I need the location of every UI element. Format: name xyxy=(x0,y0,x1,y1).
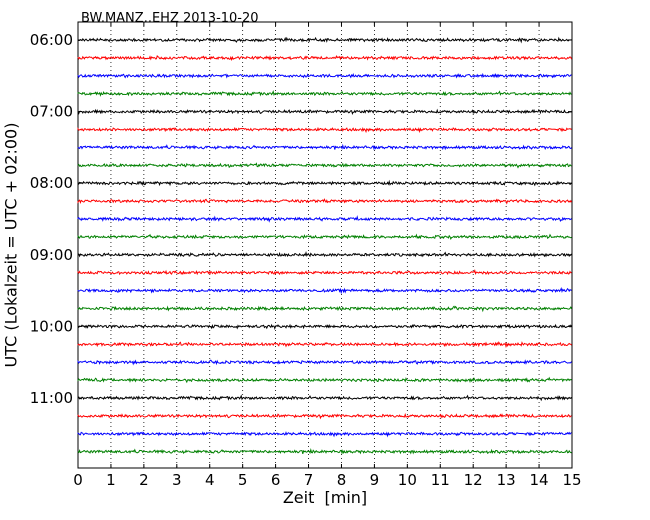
x-tick-label: 2 xyxy=(139,471,149,489)
x-tick-label: 0 xyxy=(73,471,83,489)
x-tick-label: 3 xyxy=(172,471,182,489)
trace-1045 xyxy=(77,376,572,384)
y-tick-label: 09:00 xyxy=(30,246,73,264)
trace-0615 xyxy=(77,54,573,62)
trace-1030 xyxy=(77,359,572,366)
trace-0900 xyxy=(77,251,573,258)
trace-1115 xyxy=(77,412,572,420)
axes-frame xyxy=(77,21,573,469)
trace-0715 xyxy=(77,126,572,134)
y-tick-label: 06:00 xyxy=(30,31,73,49)
trace-0845 xyxy=(77,233,572,240)
x-tick-label: 10 xyxy=(398,471,417,489)
y-tick-label: 08:00 xyxy=(30,174,73,192)
trace-0830 xyxy=(77,215,572,223)
y-tick-label: 07:00 xyxy=(30,103,73,121)
y-tick-label: 11:00 xyxy=(30,389,73,407)
trace-1015 xyxy=(77,341,572,349)
trace-0915 xyxy=(77,269,572,276)
trace-0800 xyxy=(77,179,572,187)
x-tick-label: 5 xyxy=(238,471,248,489)
x-tick-label: 8 xyxy=(337,471,347,489)
x-tick-label: 9 xyxy=(370,471,380,489)
x-tick-label: 12 xyxy=(464,471,483,489)
trace-0700 xyxy=(77,108,572,116)
y-tick-label: 10:00 xyxy=(30,317,73,335)
x-tick-label: 7 xyxy=(304,471,314,489)
y-axis-label: UTC (Lokalzeit = UTC + 02:00) xyxy=(1,122,21,368)
trace-1130 xyxy=(77,431,572,438)
trace-0630 xyxy=(77,72,572,79)
x-tick-label: 14 xyxy=(530,471,549,489)
x-tick-label: 1 xyxy=(106,471,116,489)
trace-1145 xyxy=(77,447,572,455)
trace-0730 xyxy=(77,143,572,151)
trace-0600 xyxy=(77,36,572,44)
trace-0945 xyxy=(77,305,573,313)
x-tick-label: 4 xyxy=(205,471,215,489)
x-axis-label: Zeit [min] xyxy=(282,488,368,507)
trace-1000 xyxy=(77,323,573,330)
x-tick-label: 6 xyxy=(271,471,281,489)
x-tick-label: 15 xyxy=(562,471,581,489)
trace-0815 xyxy=(77,198,573,205)
trace-0745 xyxy=(77,162,572,169)
x-tick-label: 11 xyxy=(431,471,450,489)
trace-0645 xyxy=(77,90,572,97)
trace-1100 xyxy=(77,394,572,402)
x-tick-label: 13 xyxy=(497,471,516,489)
trace-0930 xyxy=(77,287,572,295)
